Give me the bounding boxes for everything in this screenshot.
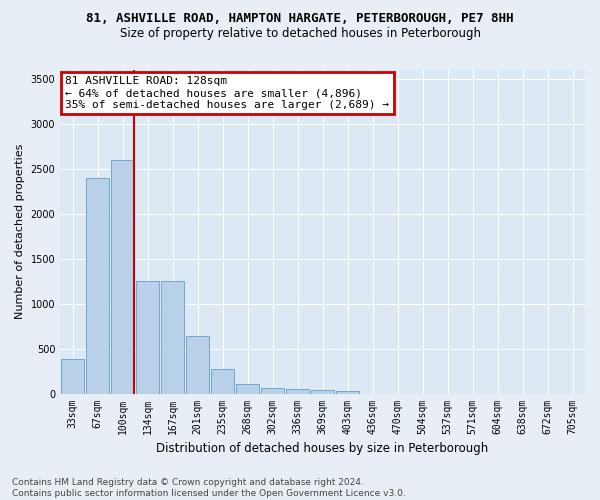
Bar (161, 281, 184, 394)
Y-axis label: Number of detached properties: Number of detached properties (15, 144, 25, 320)
Bar (61, 358, 84, 394)
Text: Contains HM Land Registry data © Crown copyright and database right 2024.
Contai: Contains HM Land Registry data © Crown c… (12, 478, 406, 498)
Bar (136, 281, 159, 394)
Text: 81, ASHVILLE ROAD, HAMPTON HARGATE, PETERBOROUGH, PE7 8HH: 81, ASHVILLE ROAD, HAMPTON HARGATE, PETE… (86, 12, 514, 26)
Text: 81 ASHVILLE ROAD: 128sqm
← 64% of detached houses are smaller (4,896)
35% of sem: 81 ASHVILLE ROAD: 128sqm ← 64% of detach… (65, 76, 389, 110)
Text: Size of property relative to detached houses in Peterborough: Size of property relative to detached ho… (119, 28, 481, 40)
Bar (337, 392, 359, 394)
Bar (236, 384, 259, 394)
Bar (211, 370, 234, 394)
Bar (286, 388, 309, 394)
Bar (112, 160, 134, 394)
Bar (86, 178, 109, 394)
X-axis label: Distribution of detached houses by size in Peterborough: Distribution of detached houses by size … (157, 442, 489, 455)
Bar (262, 388, 284, 394)
Bar (311, 390, 334, 394)
Bar (187, 336, 209, 394)
